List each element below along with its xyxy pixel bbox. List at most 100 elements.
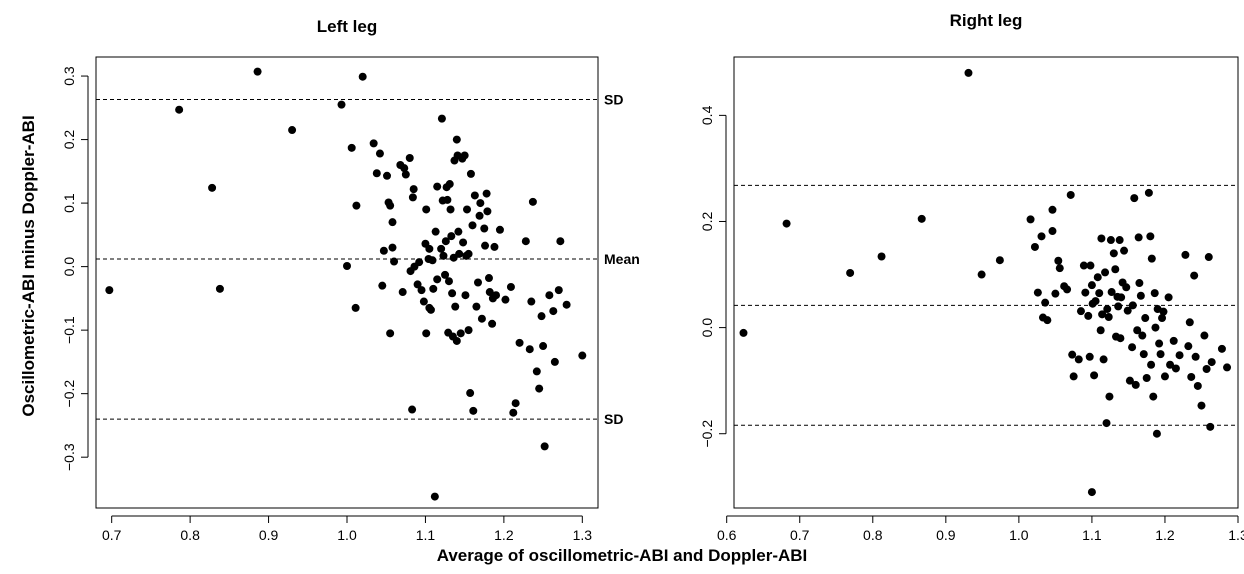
x-tick-label: 0.6 [717,527,737,543]
data-point [337,100,346,109]
data-point [1171,364,1180,373]
data-point [1079,261,1088,270]
data-point [1206,422,1215,431]
data-point [405,153,414,162]
data-point [1149,392,1158,401]
x-tick-label: 0.8 [180,527,200,543]
data-point [1068,350,1077,359]
data-point [1135,279,1144,288]
data-point [352,201,361,210]
data-point [351,303,360,312]
data-point [488,319,497,328]
data-point [483,207,492,216]
data-point [545,291,554,300]
data-point [1101,268,1110,277]
data-point [1134,233,1143,242]
x-tick-label: 0.8 [863,527,883,543]
data-point [1091,297,1100,306]
data-point [419,297,428,306]
x-tick-label: 1.2 [1155,527,1175,543]
reference-line-label: SD [604,411,623,427]
data-point [554,286,563,295]
data-point [347,143,356,152]
data-point [422,329,431,338]
data-point [422,205,431,214]
data-point [481,241,490,250]
data-point [378,281,387,290]
data-point [1102,419,1111,428]
data-point [1055,264,1064,273]
data-point [525,345,534,354]
y-tick-label: 0.1 [61,193,77,213]
data-point [528,197,537,206]
data-point [1117,293,1126,302]
data-point [443,195,452,204]
data-point [1223,363,1232,372]
data-point [466,169,475,178]
data-point [480,224,489,233]
data-point [1076,307,1085,316]
data-point [288,126,297,135]
data-point [1085,352,1094,361]
data-point [1048,205,1057,214]
data-point [1114,302,1123,311]
data-point [459,238,468,247]
data-point [1207,358,1216,367]
data-point [521,237,530,246]
data-point [437,114,446,123]
data-point [175,105,184,114]
data-point [1081,288,1090,297]
data-point [446,205,455,214]
data-point [1130,194,1139,203]
data-point [375,149,384,158]
x-tick-label: 0.9 [259,527,279,543]
data-point [400,164,409,173]
data-point [1109,249,1118,258]
data-point [1144,188,1153,197]
data-point [390,257,399,266]
data-point [549,307,558,316]
x-tick-label: 1.3 [573,527,593,543]
data-point [1184,342,1193,351]
data-point [1030,242,1039,251]
data-point [1087,488,1096,497]
data-point [1202,364,1211,373]
data-point [492,291,501,300]
data-point [482,189,491,198]
data-point [452,135,461,144]
data-point [506,282,515,291]
x-tick-label: 1.3 [1228,527,1244,543]
data-point [455,249,464,258]
data-point [995,256,1004,265]
data-point [1054,256,1063,265]
data-point [1103,305,1112,314]
data-point [477,314,486,323]
data-point [1146,232,1155,241]
data-point [1152,429,1161,438]
data-point [401,170,410,179]
data-point [1090,371,1099,380]
data-point [429,284,438,293]
data-point [1136,291,1145,300]
data-point [439,251,448,260]
data-point [1122,283,1131,292]
data-point [1138,331,1147,340]
data-point [460,151,469,160]
data-point [372,169,381,178]
data-point [877,252,886,261]
data-point [1123,306,1132,315]
data-point [1095,289,1104,298]
data-point [413,280,422,289]
data-point [1105,392,1114,401]
x-tick-label: 0.9 [936,527,956,543]
data-point [1159,307,1168,316]
data-point [409,185,418,194]
data-point [535,384,544,393]
data-point [1131,380,1140,389]
data-point [1074,355,1083,364]
plot-frame [733,56,1239,509]
data-point [383,171,392,180]
data-point [1116,334,1125,343]
data-point [532,367,541,376]
data-point [1166,360,1175,369]
